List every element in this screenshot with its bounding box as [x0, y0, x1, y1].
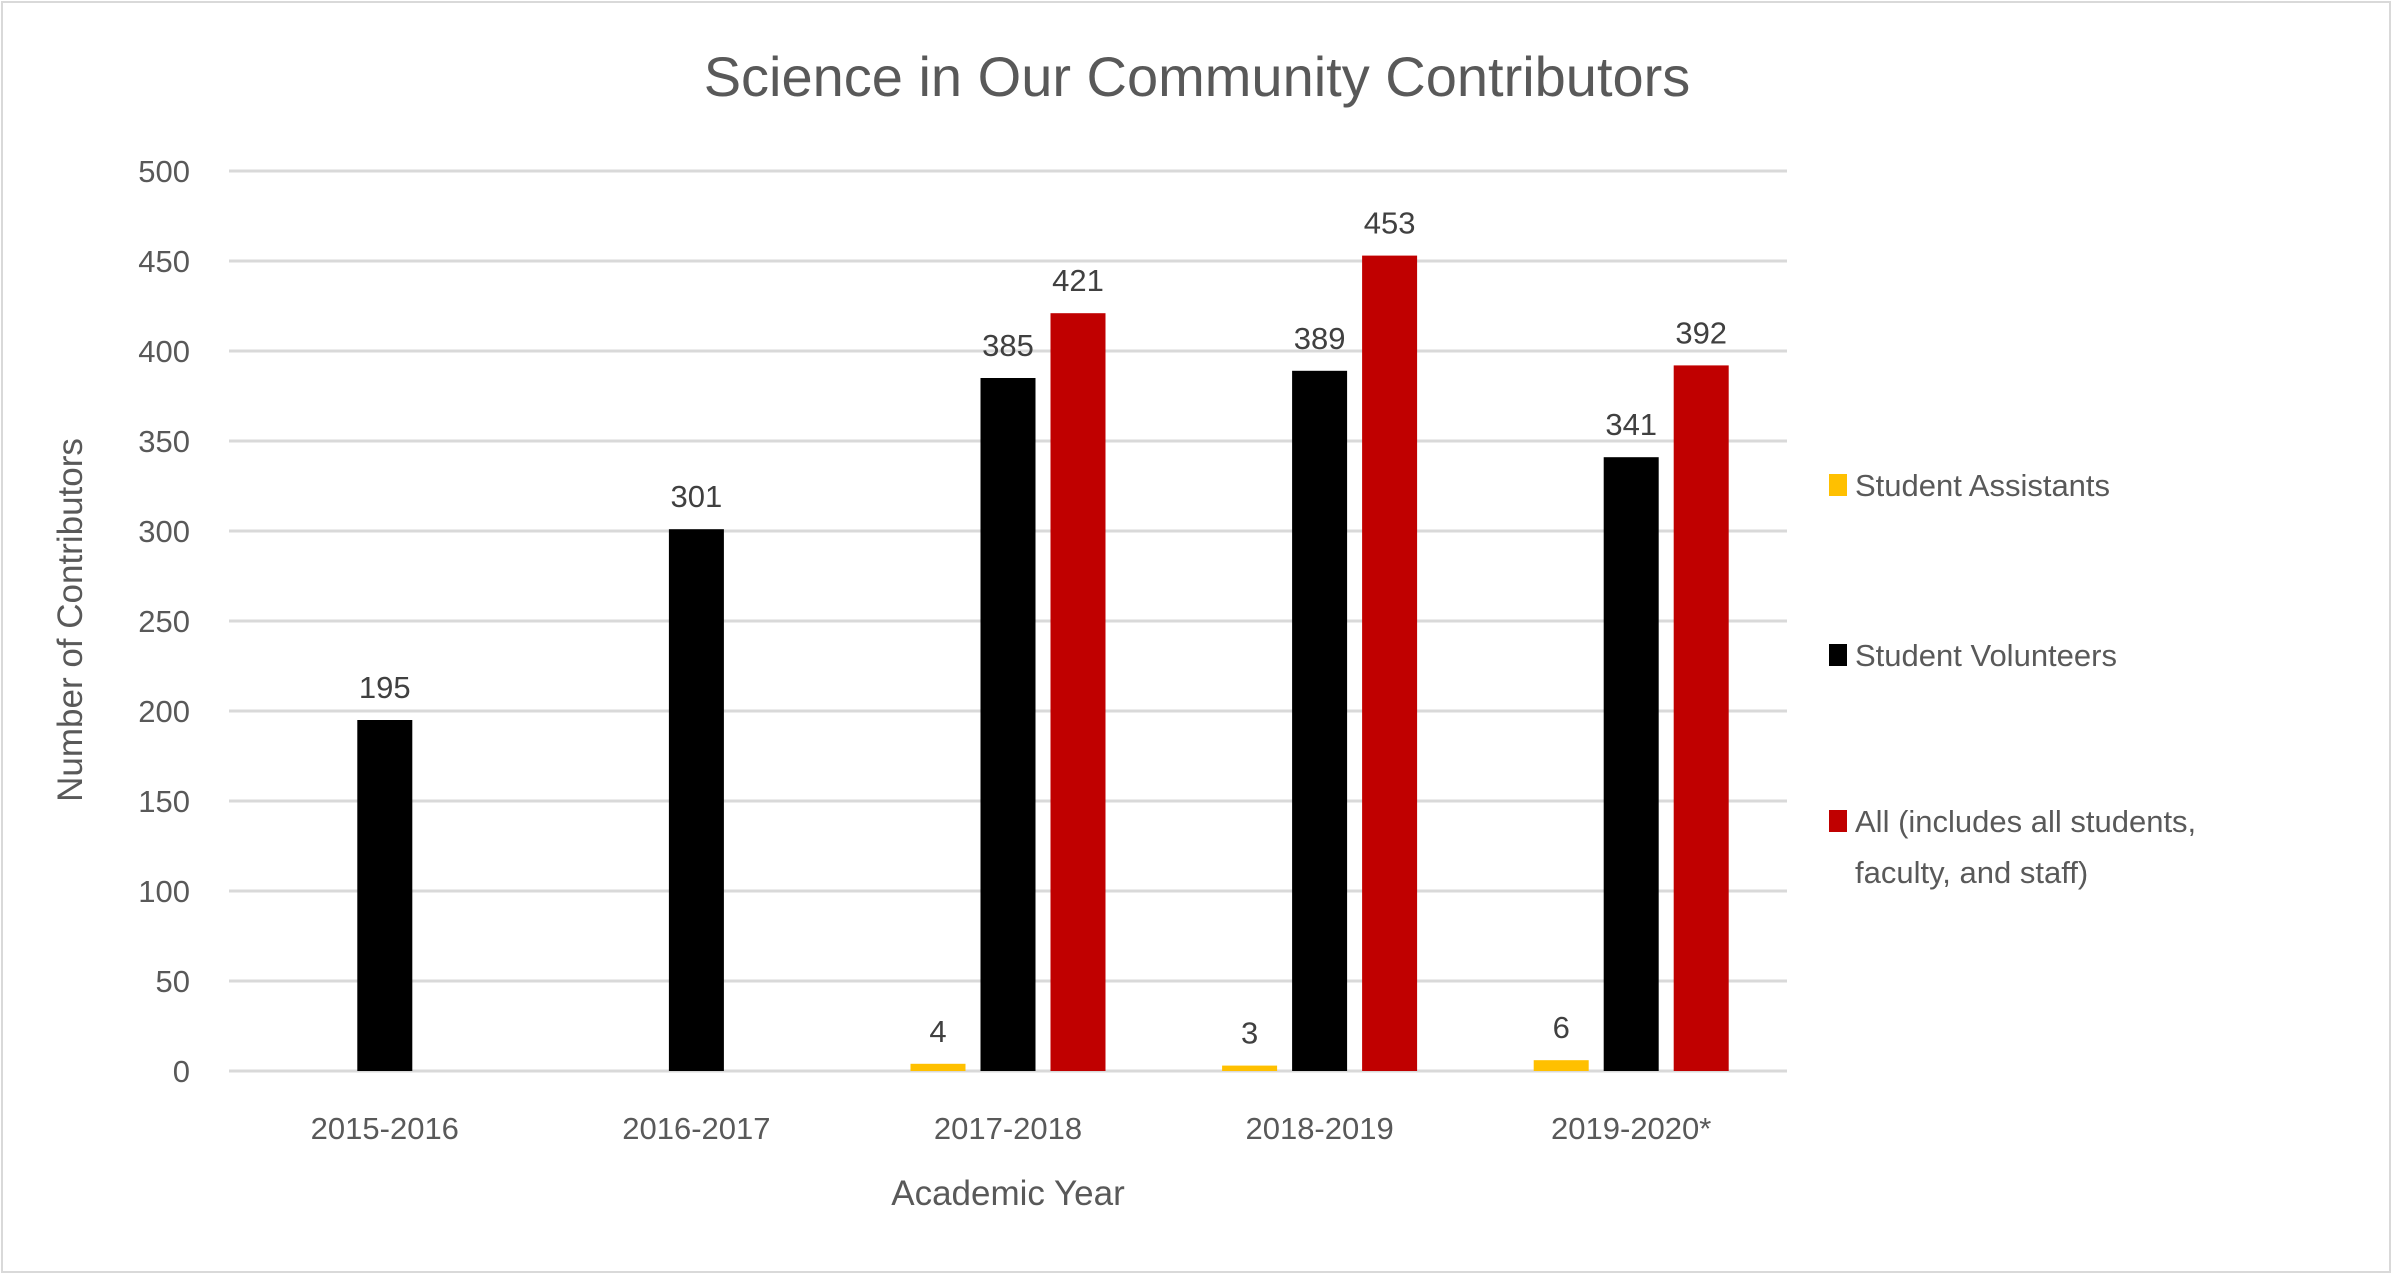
data-label: 341 [1605, 407, 1657, 442]
y-tick-label: 0 [173, 1054, 190, 1089]
bar [1603, 457, 1659, 1071]
y-tick-labels: 0 50 100 150 200 250 300 350 400 450 500 [138, 154, 190, 1089]
y-axis-title: Number of Contributors [51, 438, 90, 802]
x-tick-label: 2016-2017 [622, 1111, 770, 1146]
data-label: 389 [1294, 321, 1346, 356]
legend-swatch [1829, 810, 1847, 832]
data-label: 301 [671, 479, 723, 514]
data-label: 6 [1553, 1010, 1570, 1045]
legend-label: faculty, and staff) [1855, 855, 2088, 890]
legend-item: Student Volunteers [1829, 638, 2117, 673]
data-label: 453 [1364, 206, 1416, 241]
y-tick-label: 200 [138, 694, 190, 729]
bar [980, 378, 1036, 1071]
data-label: 4 [929, 1014, 946, 1049]
bar [1292, 370, 1348, 1071]
bar [668, 529, 724, 1071]
x-tick-label: 2017-2018 [934, 1111, 1082, 1146]
legend-label: All (includes all students, [1855, 804, 2196, 839]
x-tick-labels: 2015-2016 2016-2017 2017-2018 2018-2019 2019… [311, 1111, 1712, 1146]
bar [1050, 313, 1106, 1071]
x-axis-title: Academic Year [891, 1174, 1125, 1213]
legend-item: All (includes all students, faculty, and … [1829, 804, 2196, 890]
data-label: 385 [982, 328, 1034, 363]
legend: Student Assistants Student Volunteers All … [1829, 468, 2196, 890]
y-tick-label: 400 [138, 334, 190, 369]
legend-swatch [1829, 474, 1847, 496]
y-tick-label: 250 [138, 604, 190, 639]
chart-title: Science in Our Community Contributors [704, 45, 1691, 108]
legend-label: Student Volunteers [1855, 638, 2117, 673]
data-label: 392 [1675, 315, 1727, 350]
gridlines [229, 169, 1787, 1073]
y-tick-label: 500 [138, 154, 190, 189]
bar [1222, 1065, 1278, 1071]
data-label: 195 [359, 670, 411, 705]
x-tick-label: 2015-2016 [311, 1111, 459, 1146]
y-tick-label: 450 [138, 244, 190, 279]
bars [357, 255, 1729, 1072]
data-label: 3 [1241, 1016, 1258, 1051]
y-tick-label: 350 [138, 424, 190, 459]
legend-item: Student Assistants [1829, 468, 2110, 503]
y-tick-label: 300 [138, 514, 190, 549]
x-tick-label: 2018-2019 [1245, 1111, 1393, 1146]
bar [1533, 1060, 1589, 1071]
legend-label: Student Assistants [1855, 468, 2110, 503]
bar [357, 720, 413, 1071]
y-tick-label: 150 [138, 784, 190, 819]
data-labels: 195 301 4 385 421 3 389 453 6 341 392 [359, 206, 1727, 1051]
bar [910, 1063, 966, 1071]
y-tick-label: 50 [156, 964, 190, 999]
bar [1362, 255, 1418, 1072]
y-tick-label: 100 [138, 874, 190, 909]
x-tick-label: 2019-2020* [1551, 1111, 1711, 1146]
bar [1673, 365, 1729, 1071]
legend-swatch [1829, 644, 1847, 666]
data-label: 421 [1052, 263, 1104, 298]
